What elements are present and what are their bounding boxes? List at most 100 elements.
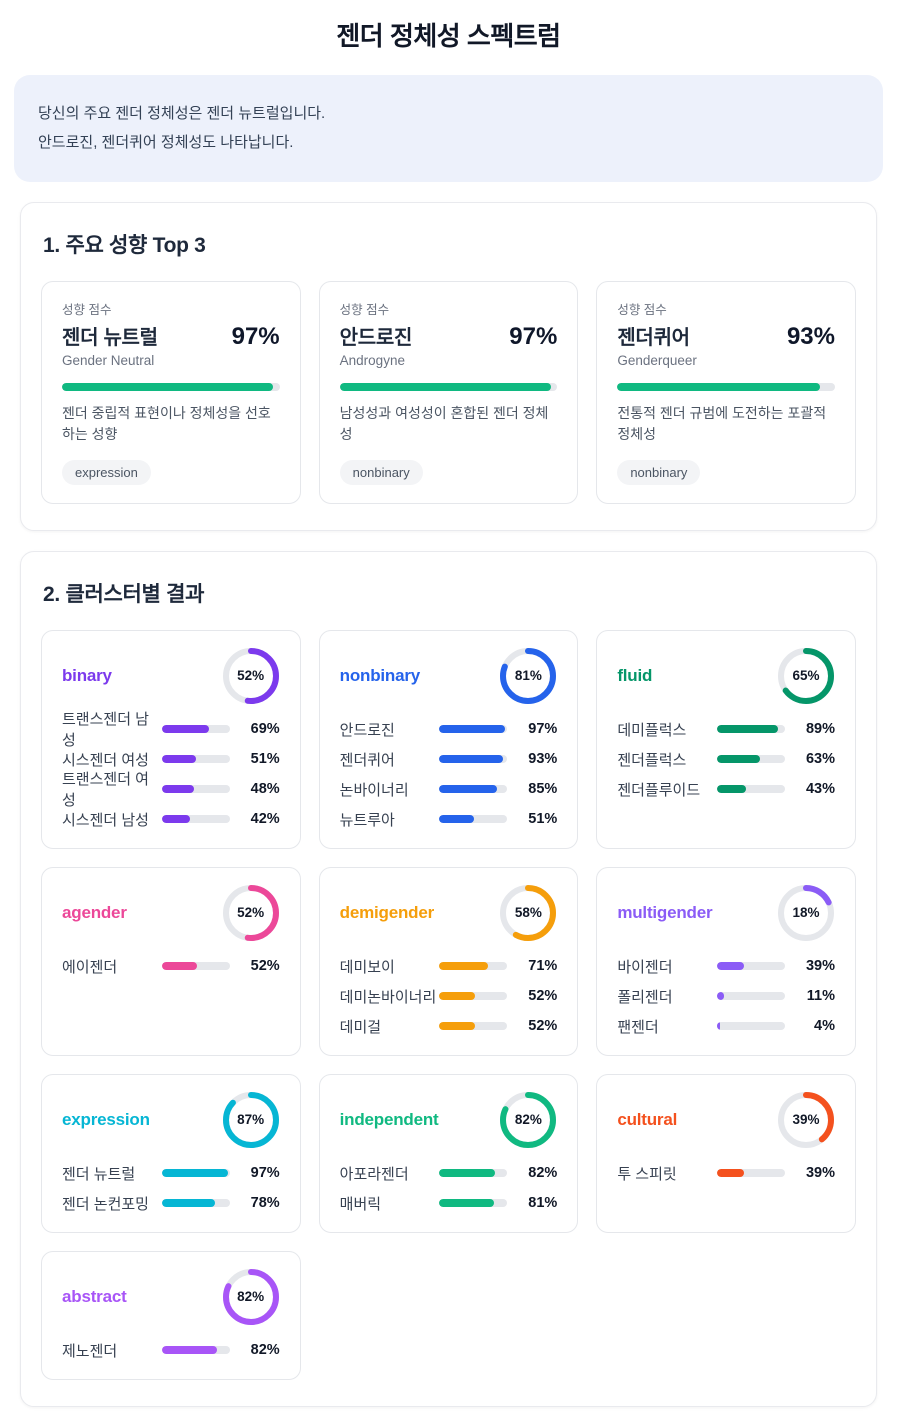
cluster-donut-chart: 52% <box>222 647 280 705</box>
trait-progress-track <box>62 382 280 391</box>
cluster-item-row: 뉴트루아 51% <box>340 809 558 830</box>
cluster-name: expression <box>62 1109 150 1129</box>
trait-name: 젠더 뉴트럴 <box>62 326 158 349</box>
trait-description: 전통적 젠더 규범에 도전하는 포괄적 정체성 <box>617 404 827 443</box>
item-percent-value: 97% <box>250 1165 280 1182</box>
item-bar-fill <box>716 755 760 764</box>
item-bar-track <box>161 1169 230 1178</box>
item-bar-fill <box>161 815 191 824</box>
cluster-donut-chart: 39% <box>777 1091 835 1149</box>
item-bar-fill <box>439 992 475 1001</box>
summary-line-2: 안드로진, 젠더퀴어 정체성도 나타납니다. <box>38 134 294 152</box>
cluster-item-row: 트랜스젠더 남성 69% <box>62 711 280 749</box>
cluster-donut-chart: 87% <box>222 1091 280 1149</box>
item-label: 젠더퀴어 <box>339 751 395 769</box>
donut-percent-value: 82% <box>237 1289 265 1305</box>
item-percent-value: 11% <box>806 988 835 1005</box>
cluster-card: independent 82% 아포라젠더 82% 매버릭 81% <box>318 1073 579 1233</box>
item-bar-track <box>716 785 785 794</box>
item-bar-track <box>439 1199 508 1208</box>
item-percent-value: 97% <box>528 721 558 738</box>
item-percent-value: 81% <box>528 1195 558 1212</box>
cluster-item-list: 트랜스젠더 남성 69% 시스젠더 여성 51% 트랜스젠더 여성 48% 시스젠더 남성 4… <box>62 711 280 830</box>
trait-name-row: 젠더퀴어 93% <box>617 321 835 351</box>
cluster-item-row: 트랜스젠더 여성 48% <box>62 771 280 809</box>
cluster-item-list: 제노젠더 82% <box>62 1340 280 1361</box>
cluster-card: multigender 18% 바이젠더 39% 폴리젠더 11% 팬젠더 4% <box>596 866 856 1056</box>
item-bar-fill <box>716 962 744 971</box>
item-label: 팬젠더 <box>617 1018 659 1036</box>
cluster-header: nonbinary 81% <box>340 647 558 705</box>
item-label: 안드로진 <box>339 721 395 739</box>
item-label: 데미걸 <box>339 1018 382 1036</box>
item-percent-value: 39% <box>805 1165 835 1182</box>
trait-percent: 93% <box>786 322 835 350</box>
cluster-item-row: 젠더 논컨포밍 78% <box>62 1193 280 1214</box>
item-bar-track <box>439 992 508 1001</box>
trait-progress-fill <box>62 382 274 391</box>
item-bar-fill <box>716 725 778 734</box>
trait-progress-track <box>617 382 835 391</box>
cluster-card: fluid 65% 데미플럭스 89% 젠더플럭스 63% 젠더플루이드 43% <box>596 629 856 849</box>
cluster-item-list: 바이젠더 39% 폴리젠더 11% 팬젠더 4% <box>617 956 835 1037</box>
item-bar-fill <box>439 962 488 971</box>
trait-english-name: Genderqueer <box>617 352 697 368</box>
cluster-donut-chart: 52% <box>222 884 280 942</box>
cluster-item-row: 매버릭 81% <box>340 1193 558 1214</box>
clusters-grid: binary 52% 트랜스젠더 남성 69% 시스젠더 여성 51% 트랜스젠더 여성 48… <box>41 629 856 1380</box>
cluster-card: nonbinary 81% 안드로진 97% 젠더퀴어 93% 논바이너리 85% 뉴트루아 51… <box>318 629 579 849</box>
item-bar-fill <box>161 1169 228 1178</box>
trait-percent: 97% <box>509 322 558 350</box>
item-bar-track <box>439 815 508 824</box>
cluster-item-list: 에이젠더 52% <box>62 956 280 977</box>
item-percent-value: 69% <box>250 721 280 738</box>
item-bar-fill <box>439 1199 495 1208</box>
cluster-donut-chart: 82% <box>222 1268 280 1326</box>
item-bar-track <box>716 992 785 1001</box>
item-bar-track <box>161 1199 230 1208</box>
item-percent-value: 93% <box>528 751 558 768</box>
item-bar-fill <box>439 755 503 764</box>
cluster-item-row: 에이젠더 52% <box>62 956 280 977</box>
item-label: 데미플럭스 <box>617 721 687 739</box>
trait-progress-fill <box>339 382 551 391</box>
item-bar-fill <box>716 1022 720 1031</box>
cluster-header: demigender 58% <box>340 884 558 942</box>
trait-progress-fill <box>617 382 820 391</box>
cluster-name: abstract <box>62 1286 127 1306</box>
item-label: 에이젠더 <box>62 958 118 976</box>
item-label: 바이젠더 <box>617 958 673 976</box>
item-bar-fill <box>439 785 498 794</box>
donut-percent-value: 52% <box>237 668 265 684</box>
trait-english-name: Gender Neutral <box>62 352 155 368</box>
item-percent-value: 4% <box>814 1018 835 1035</box>
cluster-card: agender 52% 에이젠더 52% <box>41 866 301 1056</box>
item-bar-track <box>716 962 785 971</box>
item-percent-value: 39% <box>805 958 835 975</box>
cluster-item-row: 투 스피릿 39% <box>617 1163 835 1184</box>
item-percent-value: 51% <box>528 811 558 828</box>
cluster-name: fluid <box>617 665 653 685</box>
cluster-card: expression 87% 젠더 뉴트럴 97% 젠더 논컨포밍 78% <box>41 1073 301 1233</box>
item-percent-value: 89% <box>805 721 835 738</box>
cluster-item-row: 젠더플루이드 43% <box>617 779 835 800</box>
cluster-header: binary 52% <box>62 647 280 705</box>
cluster-card: cultural 39% 투 스피릿 39% <box>596 1073 856 1233</box>
item-bar-track <box>161 815 230 824</box>
cluster-item-row: 데미걸 52% <box>340 1016 558 1037</box>
item-bar-track <box>439 755 508 764</box>
cluster-item-list: 투 스피릿 39% <box>617 1163 835 1184</box>
cluster-item-list: 젠더 뉴트럴 97% 젠더 논컨포밍 78% <box>62 1163 280 1214</box>
cluster-header: fluid 65% <box>617 647 835 705</box>
donut-percent-value: 82% <box>514 1112 542 1128</box>
item-label: 아포라젠더 <box>339 1165 409 1183</box>
item-bar-fill <box>439 815 474 824</box>
cluster-item-row: 젠더 뉴트럴 97% <box>62 1163 280 1184</box>
cluster-name: agender <box>62 902 127 922</box>
donut-percent-value: 87% <box>237 1112 265 1128</box>
item-label: 매버릭 <box>339 1195 382 1213</box>
trait-description: 남성성과 여성성이 혼합된 젠더 정체성 <box>339 404 549 443</box>
trait-percent: 97% <box>231 322 280 350</box>
cluster-card: abstract 82% 제노젠더 82% <box>41 1250 301 1380</box>
cluster-donut-chart: 81% <box>499 647 557 705</box>
